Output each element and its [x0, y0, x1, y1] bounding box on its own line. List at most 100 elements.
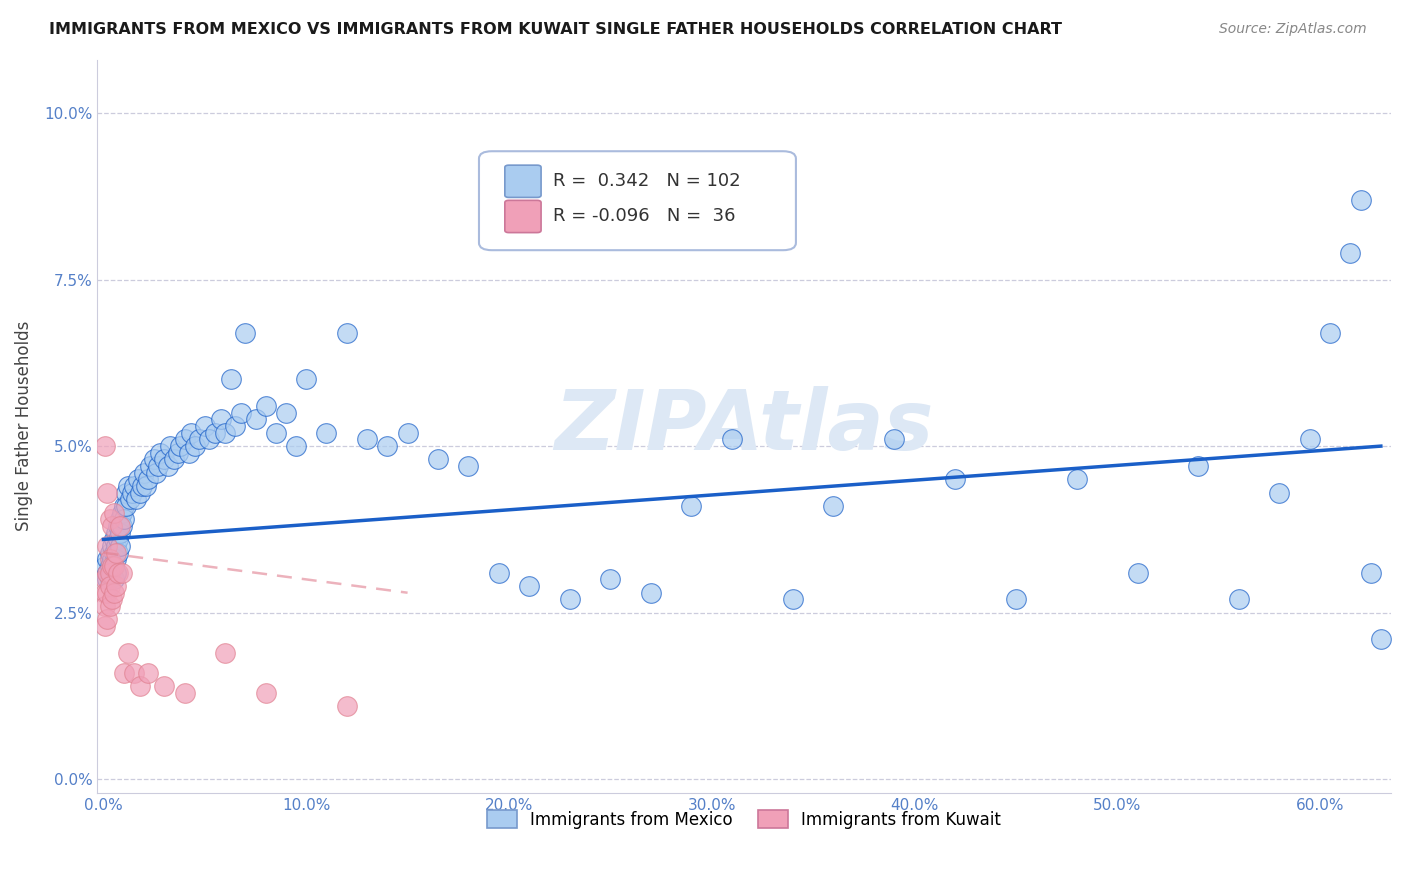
- Point: [122, 479, 145, 493]
- Point: [104, 566, 127, 580]
- Point: [96, 566, 118, 580]
- Point: [103, 533, 125, 547]
- Point: [224, 419, 246, 434]
- Point: [136, 472, 159, 486]
- Point: [187, 433, 209, 447]
- Point: [98, 579, 121, 593]
- Point: [254, 399, 277, 413]
- Point: [129, 679, 152, 693]
- Point: [103, 546, 125, 560]
- Point: [148, 459, 170, 474]
- Point: [121, 485, 143, 500]
- Point: [104, 546, 127, 560]
- Text: R = -0.096   N =  36: R = -0.096 N = 36: [553, 208, 735, 226]
- Point: [153, 679, 176, 693]
- Point: [96, 612, 118, 626]
- Point: [1126, 566, 1149, 580]
- Point: [245, 412, 267, 426]
- Point: [103, 559, 125, 574]
- Text: IMMIGRANTS FROM MEXICO VS IMMIGRANTS FROM KUWAIT SINGLE FATHER HOUSEHOLDS CORREL: IMMIGRANTS FROM MEXICO VS IMMIGRANTS FRO…: [49, 22, 1062, 37]
- Point: [1360, 566, 1382, 580]
- Point: [219, 372, 242, 386]
- Point: [169, 439, 191, 453]
- Point: [488, 566, 510, 580]
- FancyBboxPatch shape: [479, 152, 796, 250]
- FancyBboxPatch shape: [505, 165, 541, 197]
- Point: [98, 546, 121, 560]
- Point: [108, 539, 131, 553]
- Point: [285, 439, 308, 453]
- Point: [177, 446, 200, 460]
- Point: [143, 452, 166, 467]
- Point: [254, 686, 277, 700]
- Point: [100, 552, 122, 566]
- Point: [107, 566, 129, 580]
- Point: [96, 539, 118, 553]
- Point: [1005, 592, 1028, 607]
- Point: [173, 433, 195, 447]
- Point: [214, 425, 236, 440]
- Point: [107, 519, 129, 533]
- Point: [122, 665, 145, 680]
- Point: [112, 512, 135, 526]
- Point: [96, 552, 118, 566]
- Point: [375, 439, 398, 453]
- Point: [94, 619, 117, 633]
- Point: [129, 485, 152, 500]
- Point: [1350, 193, 1372, 207]
- Point: [94, 599, 117, 613]
- Point: [883, 433, 905, 447]
- Point: [1268, 485, 1291, 500]
- Point: [295, 372, 318, 386]
- Point: [173, 686, 195, 700]
- Y-axis label: Single Father Households: Single Father Households: [15, 321, 32, 532]
- Point: [136, 665, 159, 680]
- Point: [108, 519, 131, 533]
- Point: [198, 433, 221, 447]
- Point: [274, 406, 297, 420]
- Point: [599, 573, 621, 587]
- Point: [98, 566, 121, 580]
- Point: [1299, 433, 1322, 447]
- Point: [194, 419, 217, 434]
- Point: [336, 699, 359, 714]
- Point: [94, 573, 117, 587]
- Point: [125, 492, 148, 507]
- Point: [94, 585, 117, 599]
- Point: [1187, 459, 1209, 474]
- Point: [132, 466, 155, 480]
- Point: [112, 499, 135, 513]
- Point: [823, 499, 845, 513]
- Point: [108, 525, 131, 540]
- Legend: Immigrants from Mexico, Immigrants from Kuwait: Immigrants from Mexico, Immigrants from …: [481, 804, 1008, 836]
- Point: [1339, 245, 1361, 260]
- Point: [103, 573, 125, 587]
- Point: [100, 539, 122, 553]
- Point: [98, 559, 121, 574]
- Point: [111, 519, 134, 533]
- Text: R =  0.342   N = 102: R = 0.342 N = 102: [553, 172, 741, 190]
- Point: [943, 472, 966, 486]
- Point: [336, 326, 359, 340]
- Point: [721, 433, 744, 447]
- Point: [100, 592, 122, 607]
- Point: [94, 439, 117, 453]
- Point: [114, 499, 136, 513]
- Point: [96, 485, 118, 500]
- Point: [457, 459, 479, 474]
- Point: [163, 452, 186, 467]
- Point: [204, 425, 226, 440]
- Point: [1319, 326, 1341, 340]
- Point: [167, 446, 190, 460]
- Point: [96, 573, 118, 587]
- Point: [264, 425, 287, 440]
- Point: [517, 579, 540, 593]
- Point: [98, 599, 121, 613]
- Point: [98, 512, 121, 526]
- Point: [100, 519, 122, 533]
- Point: [145, 466, 167, 480]
- Point: [107, 533, 129, 547]
- Point: [104, 579, 127, 593]
- Point: [104, 552, 127, 566]
- Point: [104, 525, 127, 540]
